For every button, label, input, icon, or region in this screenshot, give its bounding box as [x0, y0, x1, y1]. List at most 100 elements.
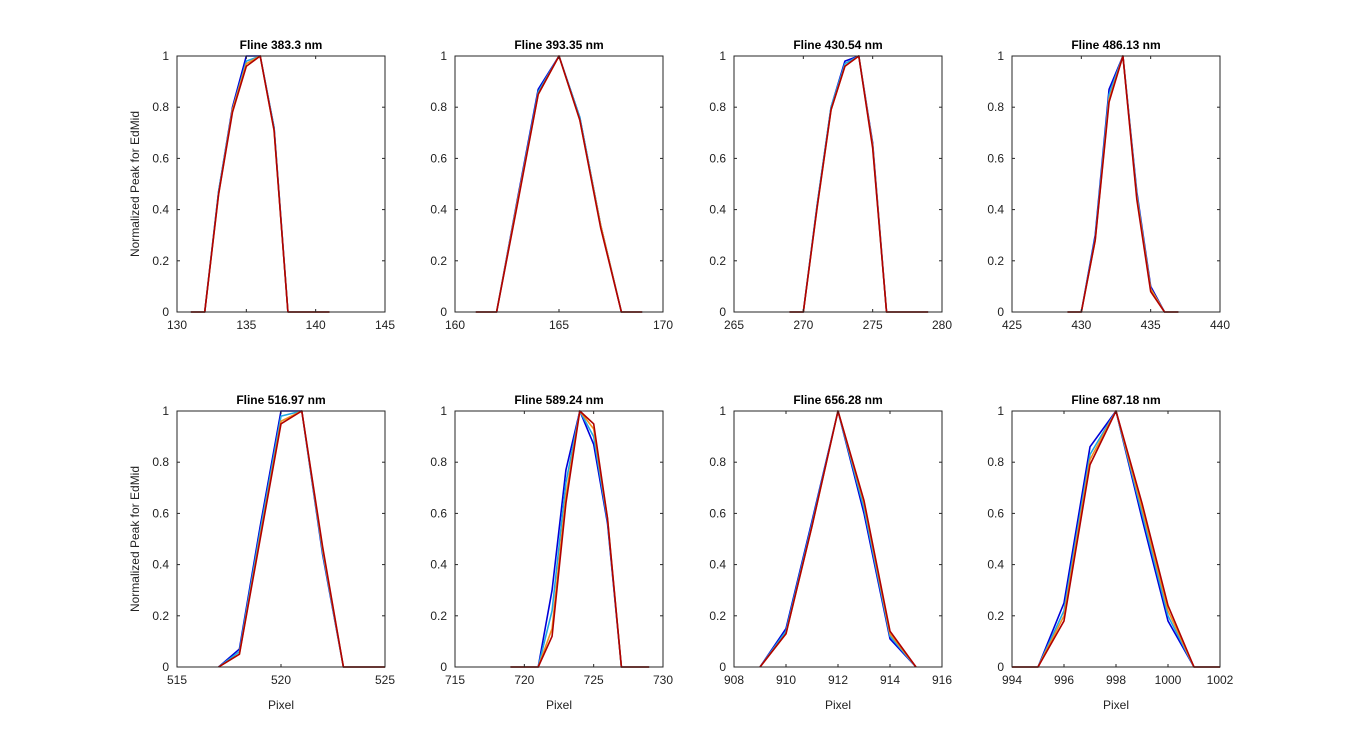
subplot-5: 515 520 525 0 0.2 0.4 0.6 0.8 1 Fline 516.97 nm Pi… [128, 393, 395, 712]
y-tick-label: 0.6 [430, 151, 447, 165]
x-tick-label: 435 [1141, 318, 1161, 332]
x-tick-label: 160 [445, 318, 465, 332]
y-tick-label: 0 [719, 660, 726, 674]
y-tick-label: 0.6 [152, 506, 169, 520]
subplot-1: 130 135 140 145 0 0.2 0.4 0.6 0.8 1 Fline 383.3 nm… [128, 38, 395, 332]
y-tick-label: 0.8 [709, 100, 726, 114]
x-axis-label: Pixel [268, 698, 294, 712]
y-tick-label: 0.4 [152, 558, 169, 572]
y-tick-label: 1 [162, 404, 169, 418]
x-axis-label: Pixel [825, 698, 851, 712]
subplot-8: 994 996 998 1000 1002 0 0.2 0.4 0.6 0.8 1 Fline 687… [987, 393, 1233, 712]
y-tick-label: 0.8 [709, 455, 726, 469]
y-tick-label: 0 [440, 660, 447, 674]
y-tick-label: 1 [719, 49, 726, 63]
y-tick-label: 0.2 [430, 609, 447, 623]
y-tick-label: 0 [997, 305, 1004, 319]
y-tick-label: 0.2 [152, 609, 169, 623]
x-tick-label: 916 [932, 673, 952, 687]
y-axis-label: Normalized Peak for EdMid [128, 111, 142, 257]
x-tick-label: 910 [776, 673, 796, 687]
axes-frame [454, 410, 664, 668]
y-tick-label: 0.4 [987, 203, 1004, 217]
subplot-title: Fline 656.28 nm [793, 393, 882, 407]
y-tick-label: 0.4 [987, 558, 1004, 572]
subplot-2: 160 165 170 0 0.2 0.4 0.6 0.8 1 Fline 393.35 nm [430, 38, 673, 332]
subplot-7: 908 910 912 914 916 0 0.2 0.4 0.6 0.8 1 Fline 656.2… [709, 393, 952, 712]
plot-area [734, 56, 942, 312]
y-tick-label: 0.4 [430, 203, 447, 217]
y-axis-label: Normalized Peak for EdMid [128, 466, 142, 612]
y-tick-label: 0 [719, 305, 726, 319]
x-tick-label: 994 [1002, 673, 1022, 687]
x-tick-label: 425 [1002, 318, 1022, 332]
subplot-title: Fline 383.3 nm [240, 38, 323, 52]
y-tick-label: 0.2 [987, 609, 1004, 623]
x-tick-label: 996 [1054, 673, 1074, 687]
y-tick-label: 0.6 [987, 151, 1004, 165]
y-tick-label: 0.2 [987, 254, 1004, 268]
plot-area [1012, 56, 1220, 312]
y-tick-label: 1 [440, 49, 447, 63]
plot-area [734, 411, 942, 667]
x-tick-label: 140 [306, 318, 326, 332]
x-tick-label: 280 [932, 318, 952, 332]
y-tick-label: 0 [997, 660, 1004, 674]
x-tick-label: 520 [271, 673, 291, 687]
y-tick-label: 0.4 [709, 558, 726, 572]
subplot-title: Fline 516.97 nm [236, 393, 325, 407]
y-tick-label: 1 [162, 49, 169, 63]
subplot-title: Fline 393.35 nm [514, 38, 603, 52]
x-tick-label: 135 [236, 318, 256, 332]
y-tick-label: 0.4 [152, 203, 169, 217]
x-tick-label: 720 [514, 673, 534, 687]
y-tick-label: 0.2 [430, 254, 447, 268]
y-tick-label: 0 [162, 660, 169, 674]
subplot-title: Fline 687.18 nm [1071, 393, 1160, 407]
y-tick-label: 1 [997, 49, 1004, 63]
x-tick-label: 165 [549, 318, 569, 332]
x-tick-label: 270 [793, 318, 813, 332]
x-tick-label: 730 [653, 673, 673, 687]
axes-frame [1011, 55, 1221, 313]
y-tick-label: 0.8 [430, 100, 447, 114]
x-tick-label: 440 [1210, 318, 1230, 332]
x-tick-label: 914 [880, 673, 900, 687]
x-tick-label: 265 [724, 318, 744, 332]
y-tick-label: 0.6 [709, 151, 726, 165]
y-tick-label: 0.8 [987, 100, 1004, 114]
y-tick-label: 0.8 [987, 455, 1004, 469]
y-tick-label: 1 [440, 404, 447, 418]
axes-frame [733, 55, 943, 313]
y-tick-label: 0 [162, 305, 169, 319]
x-tick-label: 130 [167, 318, 187, 332]
x-tick-label: 515 [167, 673, 187, 687]
x-tick-label: 525 [375, 673, 395, 687]
x-axis-label: Pixel [1103, 698, 1129, 712]
x-tick-label: 998 [1106, 673, 1126, 687]
subplot-title: Fline 430.54 nm [793, 38, 882, 52]
y-tick-label: 0.6 [152, 151, 169, 165]
y-tick-label: 0.4 [430, 558, 447, 572]
x-tick-label: 275 [863, 318, 883, 332]
x-tick-label: 715 [445, 673, 465, 687]
y-tick-label: 0 [440, 305, 447, 319]
axes-frame [176, 55, 386, 313]
x-tick-label: 912 [828, 673, 848, 687]
y-tick-label: 0.8 [152, 100, 169, 114]
subplot-3: 265 270 275 280 0 0.2 0.4 0.6 0.8 1 Fline 430.54 n… [709, 38, 952, 332]
x-tick-label: 908 [724, 673, 744, 687]
y-tick-label: 0.8 [152, 455, 169, 469]
x-axis-label: Pixel [546, 698, 572, 712]
y-tick-label: 0.2 [709, 609, 726, 623]
x-tick-label: 1002 [1207, 673, 1234, 687]
y-tick-label: 0.8 [430, 455, 447, 469]
plot-area [177, 411, 385, 667]
y-tick-label: 1 [997, 404, 1004, 418]
x-tick-label: 1000 [1155, 673, 1182, 687]
plot-area [1012, 411, 1220, 667]
x-tick-label: 430 [1071, 318, 1091, 332]
subplot-4: 425 430 435 440 0 0.2 0.4 0.6 0.8 1 Fline 486.13 n… [987, 38, 1230, 332]
y-tick-label: 0.6 [709, 506, 726, 520]
